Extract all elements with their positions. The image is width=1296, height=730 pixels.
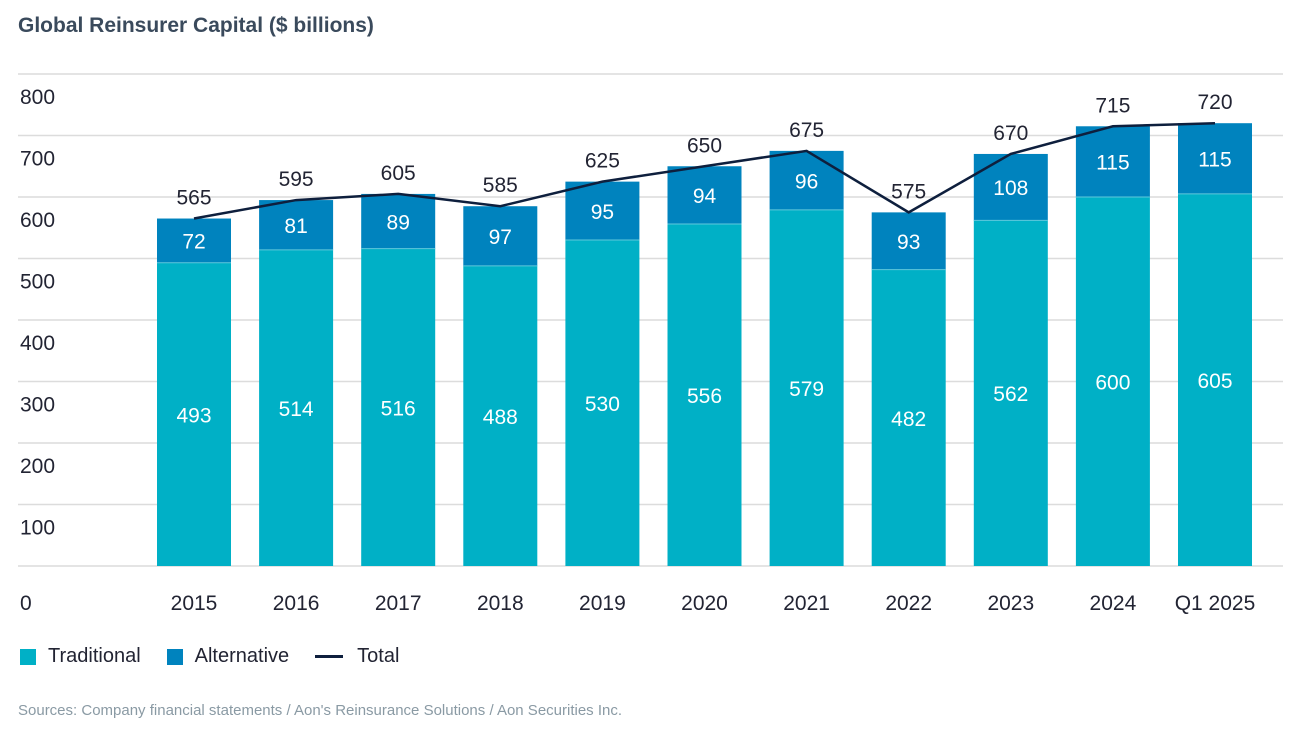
bar-traditional xyxy=(565,240,640,567)
source-note: Sources: Company financial statements / … xyxy=(18,702,623,719)
data-label-traditional: 579 xyxy=(789,378,824,401)
y-tick-label: 500 xyxy=(20,271,55,294)
bar-traditional xyxy=(361,248,436,566)
legend-label: Total xyxy=(357,645,400,667)
data-label-alternative: 89 xyxy=(387,211,410,234)
data-label-traditional: 556 xyxy=(687,385,722,408)
chart-title: Global Reinsurer Capital ($ billions) xyxy=(18,14,374,37)
bar-traditional xyxy=(769,209,844,567)
y-tick-label: 100 xyxy=(20,517,55,540)
data-label-total: 625 xyxy=(585,150,620,173)
bar-alternative xyxy=(157,218,231,263)
alternative-swatch xyxy=(166,648,183,665)
data-label-alternative: 115 xyxy=(1198,149,1231,172)
x-tick-label: 2021 xyxy=(783,592,830,615)
x-tick-label: 2019 xyxy=(579,592,626,615)
traditional-swatch xyxy=(20,648,36,665)
data-label-total: 720 xyxy=(1197,91,1232,114)
data-label-traditional: 514 xyxy=(279,398,314,421)
bar-traditional xyxy=(871,269,946,566)
total-line xyxy=(193,121,1216,220)
bar-traditional xyxy=(667,224,742,566)
legend-label: Traditional xyxy=(48,645,141,667)
y-tick-label: 700 xyxy=(20,148,55,171)
y-tick-label: 300 xyxy=(20,394,55,417)
bar-alternative xyxy=(871,212,946,270)
data-label-traditional: 516 xyxy=(381,397,416,420)
bar-alternative xyxy=(1075,126,1150,197)
bar-alternative xyxy=(463,206,538,266)
bar-traditional xyxy=(259,249,334,566)
x-tick-label: 2016 xyxy=(273,592,320,615)
x-tick-label: 2023 xyxy=(987,592,1034,615)
bar-alternative xyxy=(973,153,1048,221)
y-tick-label: 0 xyxy=(20,592,32,615)
x-tick-label: 2017 xyxy=(375,592,422,615)
y-tick-label: 600 xyxy=(20,209,55,232)
bar-traditional xyxy=(1075,197,1150,566)
x-tick-label: 2015 xyxy=(171,592,218,615)
bar-traditional xyxy=(463,265,538,566)
bar-alternative xyxy=(565,181,640,241)
bar-traditional xyxy=(157,262,231,566)
legend-item-traditional[interactable]: Traditional xyxy=(20,645,141,668)
legend: Traditional Alternative Total xyxy=(20,645,425,668)
bar-traditional xyxy=(973,220,1048,566)
legend-item-total[interactable]: Total xyxy=(315,645,399,668)
bar-alternative xyxy=(259,200,334,250)
x-tick-label: 2024 xyxy=(1090,592,1137,615)
data-label-total: 575 xyxy=(891,180,926,203)
data-label-alternative: 72 xyxy=(182,231,205,254)
y-tick-label: 400 xyxy=(20,332,55,355)
data-label-total: 595 xyxy=(279,168,314,191)
stacked-bar-chart: 0 100 200 300 400 500 600 700 800 493 72 2015 565 514… xyxy=(18,73,1283,615)
data-label-alternative: 94 xyxy=(693,185,717,208)
x-tick-label: 2018 xyxy=(477,592,524,615)
data-label-alternative: 115 xyxy=(1096,152,1129,175)
data-label-traditional: 600 xyxy=(1095,372,1130,395)
x-tick-label: 2020 xyxy=(681,592,728,615)
data-label-total: 565 xyxy=(176,187,211,210)
data-label-traditional: 605 xyxy=(1197,370,1232,393)
bar-traditional xyxy=(1178,193,1252,567)
data-label-alternative: 81 xyxy=(284,215,307,238)
bar-alternative xyxy=(1178,123,1252,194)
data-label-total: 670 xyxy=(993,122,1028,145)
data-label-traditional: 530 xyxy=(585,393,620,416)
data-label-alternative: 108 xyxy=(993,177,1028,200)
data-label-traditional: 493 xyxy=(176,404,211,427)
x-tick-label: 2022 xyxy=(885,592,932,615)
bar-alternative xyxy=(769,150,844,210)
data-label-traditional: 488 xyxy=(483,406,518,429)
bar-alternative xyxy=(361,193,436,249)
y-tick-label: 200 xyxy=(20,455,55,478)
legend-item-alternative[interactable]: Alternative xyxy=(166,645,290,668)
data-label-total: 715 xyxy=(1095,94,1130,117)
data-label-traditional: 562 xyxy=(993,383,1028,406)
data-label-alternative: 97 xyxy=(489,226,512,249)
data-label-alternative: 96 xyxy=(795,170,818,193)
y-tick-label: 800 xyxy=(20,86,55,109)
data-label-alternative: 95 xyxy=(591,201,614,224)
legend-label: Alternative xyxy=(194,645,290,667)
data-label-total: 675 xyxy=(789,119,824,142)
data-label-total: 585 xyxy=(483,174,518,197)
total-line-swatch xyxy=(315,655,344,658)
data-label-total: 650 xyxy=(687,134,722,157)
bar-alternative xyxy=(667,166,742,225)
data-label-alternative: 93 xyxy=(897,231,920,254)
x-tick-label: Q1 2025 xyxy=(1175,592,1256,615)
data-label-total: 605 xyxy=(381,162,416,185)
data-label-traditional: 482 xyxy=(891,408,926,431)
